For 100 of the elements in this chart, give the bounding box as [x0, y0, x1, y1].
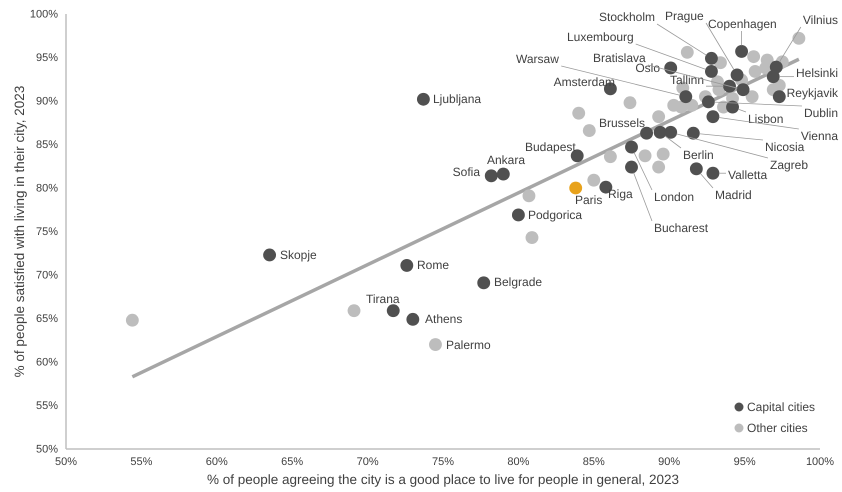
x-tick-label: 60%: [206, 456, 228, 468]
y-tick-label: 50%: [36, 444, 58, 456]
point: [772, 90, 786, 104]
point: [652, 110, 666, 124]
point: [569, 182, 582, 194]
y-tick-label: 60%: [36, 356, 58, 369]
point: [582, 124, 596, 137]
annotation: Zagreb: [770, 158, 808, 172]
annotation: Dublin: [804, 106, 838, 120]
point: [664, 126, 678, 139]
point: [512, 208, 525, 222]
annotation: Berlin: [683, 148, 714, 162]
x-tick-label: 75%: [432, 456, 454, 468]
annotation: Vilnius: [802, 13, 838, 27]
y-tick-label: 70%: [36, 270, 58, 282]
annotation: Copenhagen: [708, 17, 777, 31]
point: [704, 65, 718, 78]
y-tick-label: 90%: [36, 96, 58, 108]
y-tick-label: 100%: [30, 8, 58, 21]
annotation: Helsinki: [796, 66, 838, 80]
point: [625, 160, 638, 174]
annotation: Paris: [575, 193, 602, 207]
point: [680, 46, 694, 59]
point: [664, 62, 678, 74]
annotation: Tallinn: [670, 73, 704, 87]
point: [730, 68, 744, 82]
annotation: Warsaw: [516, 52, 560, 66]
point: [429, 338, 442, 352]
point: [400, 259, 414, 272]
y-tick-label: 80%: [36, 182, 58, 195]
point: [386, 304, 400, 318]
point: [736, 83, 750, 96]
annotation: Luxembourg: [567, 30, 634, 44]
annotation: Sofia: [452, 165, 480, 179]
annotation: Palermo: [446, 338, 492, 352]
y-tick-label: 75%: [36, 226, 58, 238]
y-tick-label: 85%: [36, 139, 58, 152]
point: [656, 148, 670, 160]
point: [702, 95, 715, 108]
annotation: Riga: [608, 187, 634, 201]
annotation: Athens: [425, 312, 462, 326]
legend-label: Other cities: [747, 421, 808, 435]
annotation: Bucharest: [654, 221, 709, 235]
annotation: Skopje: [280, 248, 318, 262]
annotation: Reykjavik: [786, 86, 839, 100]
annotation: Belgrade: [494, 275, 542, 289]
point: [770, 60, 783, 74]
point: [263, 248, 276, 262]
point: [477, 276, 490, 290]
x-tick-label: 50%: [54, 456, 78, 468]
x-tick-label: 90%: [658, 456, 680, 468]
annotation: Budapest: [525, 140, 576, 154]
annotation: Stockholm: [599, 10, 656, 24]
point: [706, 166, 720, 180]
point: [748, 65, 762, 78]
point: [526, 231, 538, 244]
point: [625, 140, 638, 154]
y-tick-label: 95%: [36, 52, 58, 64]
point: [126, 314, 139, 327]
point: [690, 162, 703, 176]
x-axis-title: % of people agreeing the city is a good place to live for people in general, 2023: [206, 472, 680, 487]
point: [638, 149, 652, 162]
point: [406, 312, 420, 326]
point: [496, 168, 510, 180]
x-tick-label: 70%: [356, 456, 379, 468]
point: [746, 90, 759, 104]
annotation: Ankara: [487, 153, 526, 167]
annotation: Lisbon: [748, 112, 784, 126]
annotation: Prague: [665, 9, 704, 23]
annotation: London: [654, 190, 694, 204]
annotation: Nicosia: [765, 140, 805, 154]
point: [792, 32, 806, 45]
x-tick-label: 80%: [507, 456, 530, 468]
x-tick-label: 85%: [582, 456, 606, 468]
annotation: Brussels: [599, 116, 646, 130]
y-axis-title: % of people satisfied with living in their city, 2023: [12, 86, 27, 378]
point: [572, 106, 586, 120]
x-tick-label: 55%: [130, 456, 153, 468]
annotation: Madrid: [715, 188, 752, 202]
annotation: Podgorica: [528, 208, 582, 222]
annotation: Ljubljana: [433, 92, 482, 106]
point: [654, 126, 667, 139]
x-tick-label: 100%: [806, 456, 834, 468]
annotation: Tirana: [366, 292, 400, 306]
point: [735, 44, 748, 58]
y-tick-label: 55%: [36, 400, 58, 412]
point: [686, 126, 700, 140]
point: [652, 160, 666, 174]
point: [726, 100, 739, 114]
point: [706, 110, 720, 124]
point: [723, 80, 736, 93]
point: [679, 90, 692, 104]
point: [348, 304, 360, 318]
legend-label: Capital cities: [747, 400, 816, 414]
point: [416, 92, 430, 106]
point: [604, 150, 617, 164]
x-tick-label: 65%: [281, 456, 304, 468]
point: [704, 52, 718, 65]
point: [685, 98, 698, 112]
annotation: Valletta: [728, 168, 768, 182]
